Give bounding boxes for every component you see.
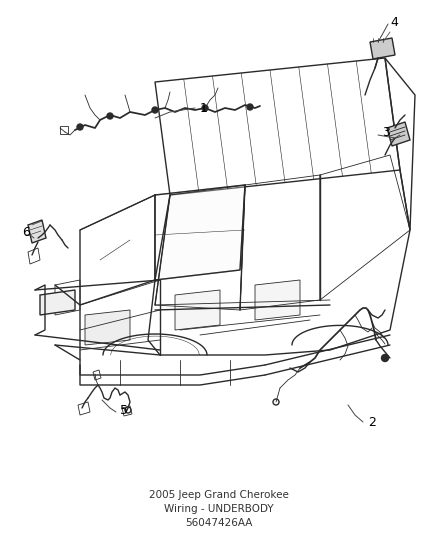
Polygon shape <box>370 38 395 59</box>
Text: 56047426AA: 56047426AA <box>185 518 253 528</box>
Polygon shape <box>28 220 46 243</box>
Text: 5: 5 <box>120 403 128 416</box>
Circle shape <box>77 124 83 130</box>
Circle shape <box>202 105 208 111</box>
Text: 3: 3 <box>382 126 390 140</box>
Polygon shape <box>155 185 245 280</box>
Text: Wiring - UNDERBODY: Wiring - UNDERBODY <box>164 504 274 514</box>
Circle shape <box>107 113 113 119</box>
Polygon shape <box>175 290 220 330</box>
Polygon shape <box>255 280 300 320</box>
Text: 1: 1 <box>200 101 208 115</box>
Circle shape <box>152 107 158 113</box>
Text: 2005 Jeep Grand Cherokee: 2005 Jeep Grand Cherokee <box>149 490 289 500</box>
Polygon shape <box>85 310 130 345</box>
Text: 4: 4 <box>390 15 398 28</box>
Polygon shape <box>387 122 410 146</box>
Text: 6: 6 <box>22 225 30 238</box>
Circle shape <box>381 354 389 361</box>
Circle shape <box>247 104 253 110</box>
Text: 2: 2 <box>368 416 376 429</box>
Polygon shape <box>40 290 75 315</box>
